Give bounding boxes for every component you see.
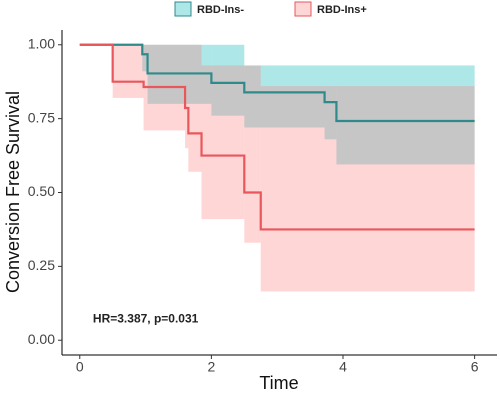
x-tick-label: 0 xyxy=(76,359,84,375)
y-tick-label: 0.25 xyxy=(28,257,55,273)
legend-label: RBD-Ins- xyxy=(197,4,244,16)
x-tick-label: 2 xyxy=(207,359,215,375)
legend-swatch xyxy=(174,1,192,17)
legend-swatch xyxy=(294,1,312,17)
x-axis-title: Time xyxy=(259,373,298,393)
y-tick-label: 0.75 xyxy=(28,109,55,125)
confidence-band xyxy=(112,44,144,98)
survival-line xyxy=(79,43,475,231)
y-axis-title: Conversion Free Survival xyxy=(3,91,23,293)
confidence-band xyxy=(260,86,475,292)
annotation: HR=3.387, p=0.031 xyxy=(93,312,199,326)
x-tick-label: 6 xyxy=(471,359,479,375)
confidence-band xyxy=(201,65,245,220)
confidence-band xyxy=(185,44,189,149)
y-tick-label: 0.50 xyxy=(28,183,55,199)
confidence-band xyxy=(211,44,245,116)
survival-line xyxy=(79,43,475,123)
y-tick-label: 0.00 xyxy=(28,331,55,347)
confidence-band xyxy=(188,44,202,172)
confidence-band xyxy=(244,65,325,128)
confidence-band xyxy=(336,65,475,165)
y-tick-label: 1.00 xyxy=(28,35,55,51)
confidence-band xyxy=(142,44,148,72)
legend-label: RBD-Ins+ xyxy=(317,4,367,16)
x-tick-label: 4 xyxy=(339,359,347,375)
confidence-band xyxy=(244,65,261,243)
